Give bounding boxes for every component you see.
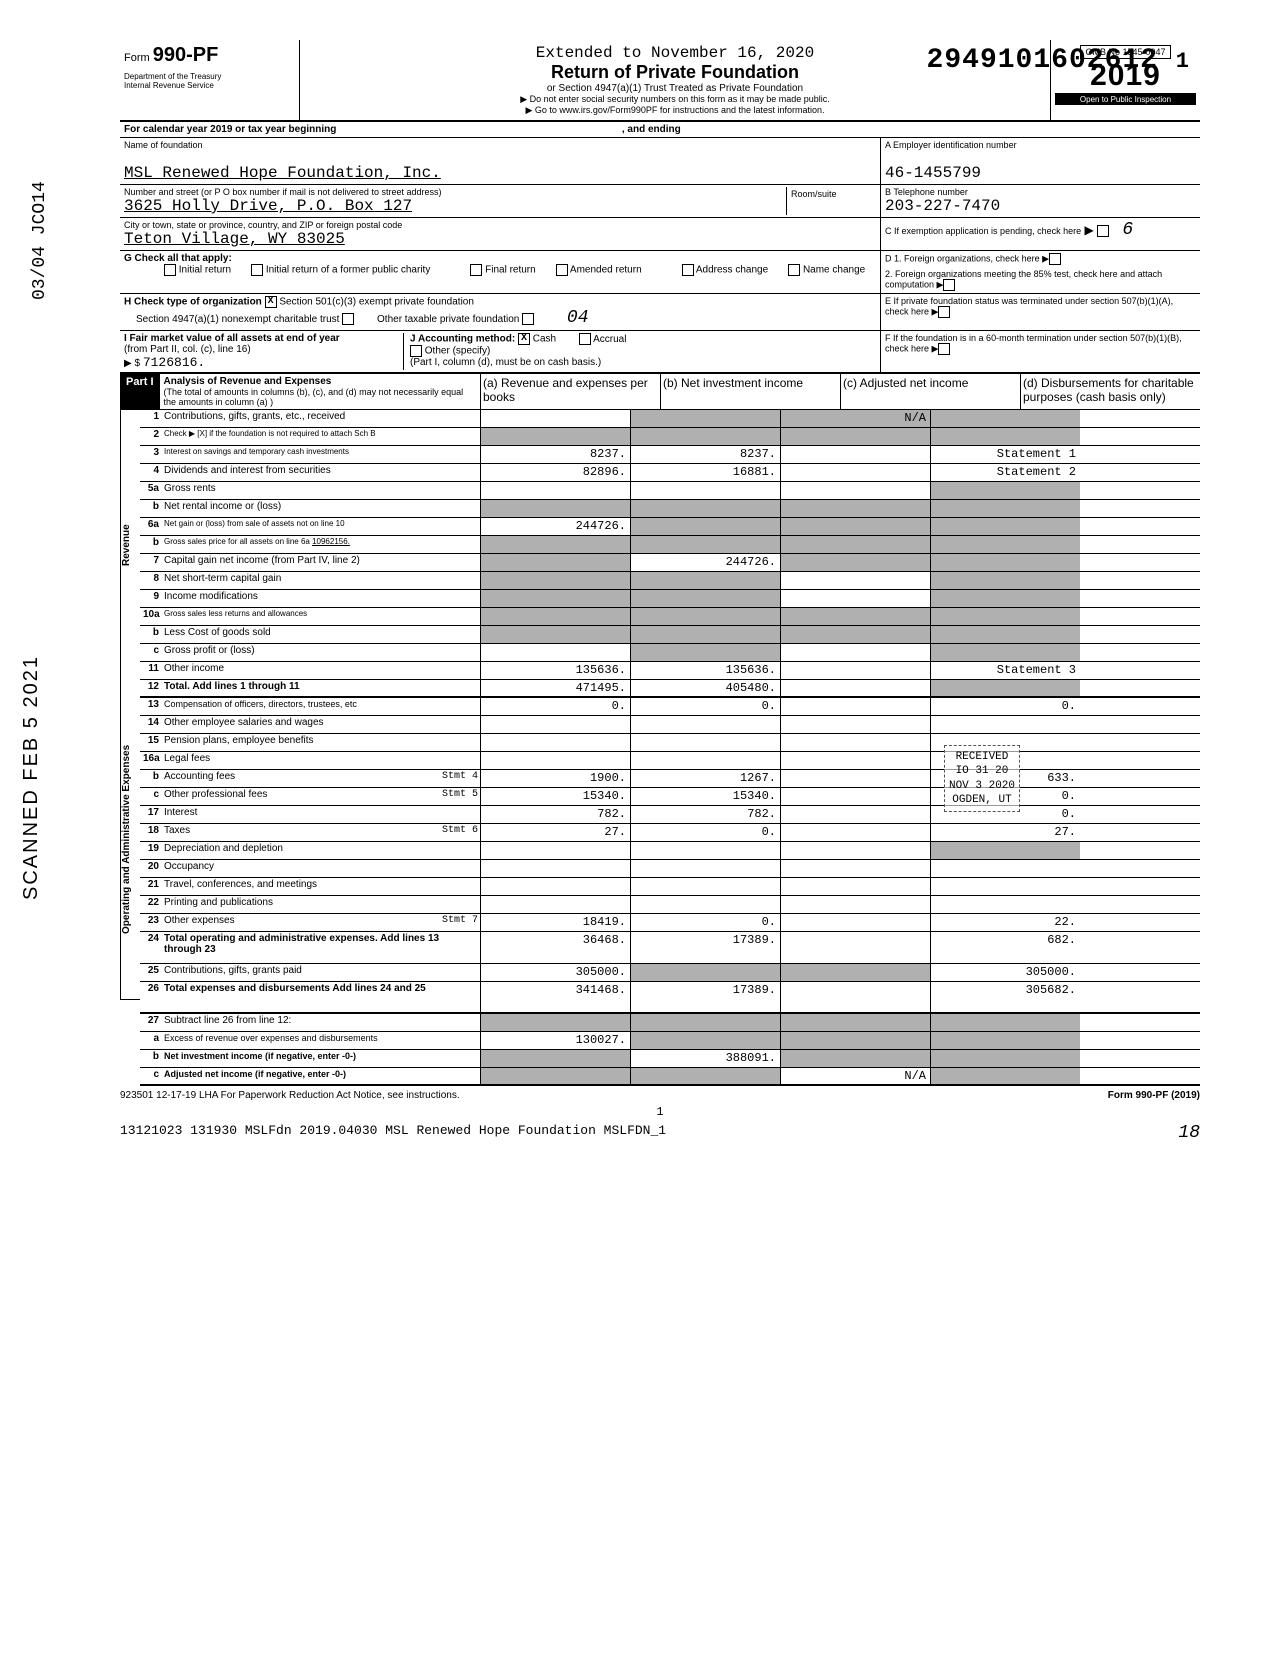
col-b-header: (b) Net investment income (660, 374, 840, 409)
table-row: 6aNet gain or (loss) from sale of assets… (140, 518, 1200, 536)
form-subtitle: or Section 4947(a)(1) Trust Treated as P… (308, 83, 1042, 94)
city-cell: City or town, state or province, country… (120, 218, 880, 250)
foundation-name-cell: Name of foundation MSL Renewed Hope Foun… (120, 138, 880, 185)
table-row: 25Contributions, gifts, grants paid30500… (140, 964, 1200, 982)
table-row: 22Printing and publications (140, 896, 1200, 914)
e-block: E If private foundation status was termi… (880, 294, 1200, 330)
table-row: 16aLegal fees (140, 752, 1200, 770)
table-row: 2Check ▶ [X] if the foundation is not re… (140, 428, 1200, 446)
ein: 46-1455799 (885, 164, 1196, 182)
h-501c3-checkbox[interactable]: X (265, 296, 277, 308)
table-row: 19Depreciation and depletion (140, 842, 1200, 860)
table-row: cAdjusted net income (if negative, enter… (140, 1068, 1200, 1086)
part1-header: Part I Analysis of Revenue and Expenses … (120, 374, 1200, 410)
table-row: 27Subtract line 26 from line 12: (140, 1014, 1200, 1032)
phone: 203-227-7470 (885, 197, 1196, 215)
i-j-block: I Fair market value of all assets at end… (120, 331, 880, 372)
revenue-side-label: Revenue (120, 410, 140, 680)
d-block: D 1. Foreign organizations, check here ▶… (880, 251, 1200, 293)
table-row: 18Taxes Stmt 627.0.27. (140, 824, 1200, 842)
header-left: Form 990-PF Department of the Treasury I… (120, 40, 300, 120)
section-i-j-f: I Fair market value of all assets at end… (120, 331, 1200, 374)
f-block: F If the foundation is in a 60-month ter… (880, 331, 1200, 372)
scanned-stamp: SCANNED FEB 5 2021 (20, 655, 43, 900)
table-row: 11Other income135636.135636.Statement 3 (140, 662, 1200, 680)
table-row: 8Net short-term capital gain (140, 572, 1200, 590)
address-cell: Number and street (or P O box number if … (120, 185, 880, 218)
table-row: 14Other employee salaries and wages (140, 716, 1200, 734)
file-id: 13121023 131930 MSLFdn 2019.04030 MSL Re… (120, 1119, 1200, 1142)
table-row: 7Capital gain net income (from Part IV, … (140, 554, 1200, 572)
table-row: 26Total expenses and disbursements Add l… (140, 982, 1200, 1014)
received-stamp: RECEIVED IO 31 20 NOV 3 2020 OGDEN, UT (944, 745, 1020, 812)
foundation-name: MSL Renewed Hope Foundation, Inc. (124, 164, 876, 182)
part1-label: Part I (120, 374, 160, 409)
section-g-d: G Check all that apply: Initial return I… (120, 251, 1200, 294)
city-state-zip: Teton Village, WY 83025 (124, 230, 876, 248)
inspection-label: Open to Public Inspection (1055, 93, 1196, 105)
table-row: 17Interest782.782.0. (140, 806, 1200, 824)
table-row: 1Contributions, gifts, grants, etc., rec… (140, 410, 1200, 428)
form-number: Form 990-PF (124, 44, 295, 67)
expenses-side-label: Operating and Administrative Expenses (120, 680, 140, 1000)
table-row: 3Interest on savings and temporary cash … (140, 446, 1200, 464)
table-row: 13Compensation of officers, directors, t… (140, 698, 1200, 716)
table-row: 23Other expenses Stmt 718419.0.22. (140, 914, 1200, 932)
ein-cell: A Employer identification number 46-1455… (881, 138, 1200, 185)
j-cash-checkbox[interactable]: X (518, 333, 530, 345)
g-block: G Check all that apply: Initial return I… (120, 251, 880, 293)
table-row: bLess Cost of goods sold (140, 626, 1200, 644)
room-suite: Room/suite (786, 187, 876, 215)
table-row: 9Income modifications (140, 590, 1200, 608)
street-address: 3625 Holly Drive, P.O. Box 127 (124, 197, 786, 215)
table-row: bNet rental income or (loss) (140, 500, 1200, 518)
col-a-header: (a) Revenue and expenses per books (480, 374, 660, 409)
hand-04: 04 (567, 308, 589, 328)
hand-6: 6 (1122, 220, 1133, 240)
table-row: 5aGross rents (140, 482, 1200, 500)
phone-cell: B Telephone number 203-227-7470 (881, 185, 1200, 218)
table-row: 15Pension plans, employee benefits (140, 734, 1200, 752)
table-row: 10aGross sales less returns and allowanc… (140, 608, 1200, 626)
hand-18: 18 (1178, 1123, 1200, 1143)
calendar-year-row: For calendar year 2019 or tax year begin… (120, 122, 1200, 138)
table-row: bNet investment income (if negative, ent… (140, 1050, 1200, 1068)
dept-label: Department of the Treasury Internal Reve… (124, 73, 295, 91)
part1-table: Revenue Operating and Administrative Exp… (120, 410, 1200, 1086)
footer: 923501 12-17-19 LHA For Paperwork Reduct… (120, 1086, 1200, 1105)
section-h-e: H Check type of organization X Section 5… (120, 294, 1200, 331)
col-c-header: (c) Adjusted net income (840, 374, 1020, 409)
table-row: 12Total. Add lines 1 through 11471495.40… (140, 680, 1200, 698)
c-pending-cell: C If exemption application is pending, c… (881, 218, 1200, 242)
c-checkbox[interactable] (1097, 225, 1109, 237)
table-row: cOther professional fees Stmt 515340.153… (140, 788, 1200, 806)
table-row: 4Dividends and interest from securities8… (140, 464, 1200, 482)
h-block: H Check type of organization X Section 5… (120, 294, 880, 330)
identity-block: Name of foundation MSL Renewed Hope Foun… (120, 138, 1200, 251)
warn2: ▶ Go to www.irs.gov/Form990PF for instru… (308, 105, 1042, 116)
table-row: cGross profit or (loss) (140, 644, 1200, 662)
table-row: bAccounting fees Stmt 41900.1267.633. (140, 770, 1200, 788)
fmv-value: 7126816. (143, 355, 205, 370)
table-row: 24Total operating and administrative exp… (140, 932, 1200, 964)
dln: 2949101602612 1 (927, 45, 1190, 76)
table-row: aExcess of revenue over expenses and dis… (140, 1032, 1200, 1050)
warn1: ▶ Do not enter social security numbers o… (308, 94, 1042, 105)
table-row: 21Travel, conferences, and meetings (140, 878, 1200, 896)
table-row: bGross sales price for all assets on lin… (140, 536, 1200, 554)
table-row: 20Occupancy (140, 860, 1200, 878)
col-d-header: (d) Disbursements for charitable purpose… (1020, 374, 1200, 409)
form-page: 2949101602612 1 SCANNED FEB 5 2021 03/04… (0, 0, 1280, 1182)
margin-note: 03/04 JCO14 (30, 181, 50, 300)
page-number: 1 (120, 1105, 1200, 1119)
